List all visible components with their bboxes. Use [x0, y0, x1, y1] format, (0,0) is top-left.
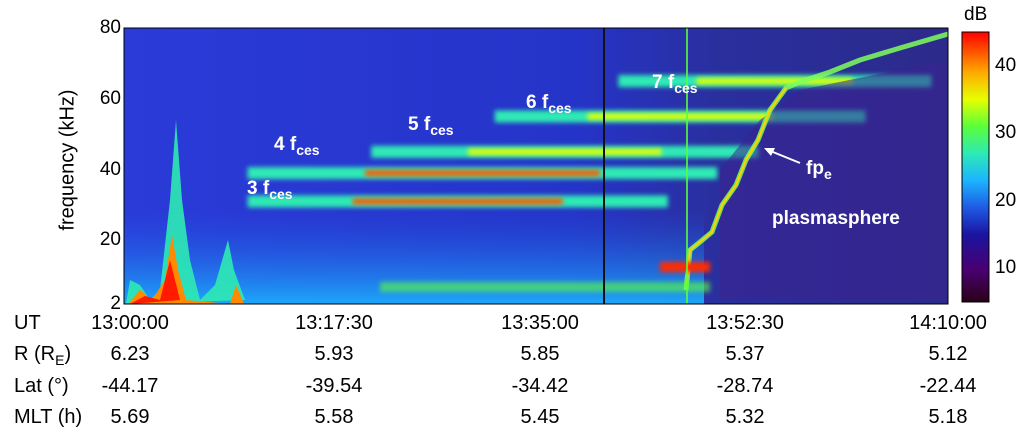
table-cell: 14:10:00 [909, 312, 987, 334]
y-tick-label: 2 [110, 293, 121, 314]
annotation-3fces: 3 fces [247, 178, 293, 202]
table-cell: -28.74 [716, 375, 774, 397]
annotation-6fces: 6 fces [526, 92, 572, 116]
table-row-label: UT [14, 312, 41, 334]
table-row-label: R (RE) [14, 343, 72, 368]
table-cell: 13:00:00 [91, 312, 169, 334]
harmonic-band-core [587, 113, 773, 120]
table-cell: 13:35:00 [501, 312, 579, 334]
table-row-label: MLT (h) [14, 406, 83, 428]
annotation-fpe: fpe [806, 158, 832, 182]
table-cell: -39.54 [305, 375, 363, 397]
y-tick-label: 40 [99, 158, 121, 180]
harmonic-band-core [696, 78, 854, 85]
y-axis-label: frequency (kHz) [56, 89, 79, 231]
harmonic-band-core [468, 148, 662, 155]
table-cell: 5.85 [520, 343, 560, 365]
annotation-7fces: 7 fces [652, 72, 698, 96]
table-cell: -22.44 [919, 375, 977, 397]
annotation-4fces: 4 fces [274, 134, 320, 158]
table-cell: 5.93 [314, 343, 354, 365]
table-cell: -34.42 [511, 375, 569, 397]
colorbar [961, 31, 990, 303]
table-cell: 13:52:30 [706, 312, 784, 334]
table-cell: -44.17 [101, 375, 159, 397]
harmonic-band-core [365, 170, 600, 177]
table-cell: 5.18 [928, 406, 968, 428]
annotation-5fces: 5 fces [408, 114, 454, 138]
colorbar-tick-label: 40 [995, 54, 1017, 76]
colorbar-tick-label: 30 [995, 122, 1017, 144]
table-cell: 5.37 [725, 343, 765, 365]
table-row-label: Lat (°) [14, 375, 69, 397]
table-cell: 13:17:30 [295, 312, 373, 334]
colorbar-tick-label: 10 [995, 257, 1017, 279]
colorbar-label: dB [964, 4, 988, 25]
table-cell: 5.32 [725, 406, 765, 428]
y-tick-label: 60 [99, 87, 121, 109]
table-cell: 5.12 [928, 343, 968, 365]
spectrogram-image [124, 28, 948, 304]
table-cell: 5.58 [314, 406, 354, 428]
colorbar-tick-label: 20 [995, 189, 1017, 211]
table-cell: 5.69 [110, 406, 150, 428]
table-cell: 5.45 [520, 406, 560, 428]
y-tick-label: 20 [99, 229, 121, 251]
table-cell: 6.23 [110, 343, 150, 365]
y-tick-label: 80 [99, 17, 121, 38]
harmonic-band-core [352, 198, 563, 205]
annotation-plasmasphere: plasmasphere [772, 208, 900, 229]
